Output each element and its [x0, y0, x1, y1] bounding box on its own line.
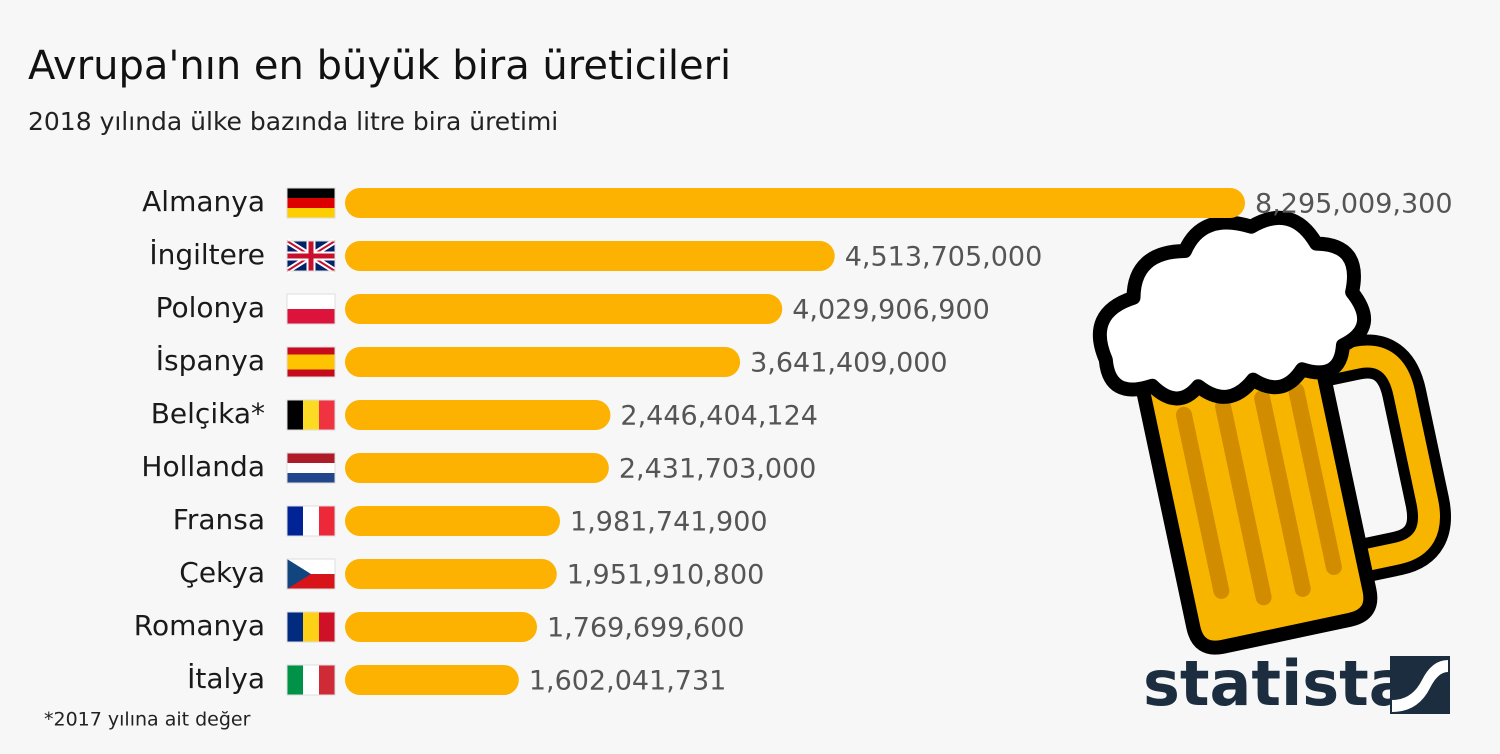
flag-stripe — [287, 665, 304, 695]
flag — [286, 293, 336, 325]
bar — [345, 665, 519, 695]
chart-title: Avrupa'nın en büyük bira üreticileri — [28, 43, 731, 89]
chart-subtitle: 2018 yılında ülke bazında litre bira üre… — [28, 107, 558, 136]
flag-cross — [287, 241, 335, 271]
category-label: İtalya — [187, 662, 265, 695]
flag-stripe — [287, 369, 335, 378]
flag — [286, 187, 336, 219]
category-label: Hollanda — [141, 450, 265, 483]
flag-stripe — [287, 463, 335, 474]
flag-stripe — [287, 208, 335, 219]
flag — [286, 558, 336, 590]
value-label: 4,513,705,000 — [845, 242, 1043, 273]
flag-stripe — [287, 453, 335, 464]
category-label: İngiltere — [149, 238, 265, 271]
flag-stripe — [287, 354, 335, 363]
bar — [345, 506, 561, 536]
flag-stripe — [287, 400, 304, 430]
category-label: Çekya — [179, 556, 265, 589]
flag-stripe — [319, 612, 336, 642]
flag-stripe — [287, 362, 335, 370]
flag-border — [286, 293, 336, 325]
flag-stripe — [303, 612, 320, 642]
logo-text: statista — [1143, 647, 1411, 720]
flag-stripe — [303, 400, 320, 430]
flag-stripe — [287, 309, 335, 325]
flag — [286, 664, 336, 696]
value-label: 2,431,703,000 — [619, 454, 817, 485]
value-label: 3,641,409,000 — [750, 348, 948, 379]
bar — [345, 612, 538, 642]
flag-stripe — [287, 612, 304, 642]
flag-stripe — [303, 665, 320, 695]
flag — [286, 505, 336, 537]
flag-stripe — [303, 506, 320, 536]
value-label: 4,029,906,900 — [792, 295, 990, 326]
category-label: Romanya — [134, 609, 265, 642]
value-label: 1,602,041,731 — [529, 666, 727, 697]
category-label: Fransa — [173, 503, 265, 536]
flag — [286, 452, 336, 484]
footnote: *2017 yılına ait değer — [44, 709, 251, 731]
flag-stripe — [319, 506, 336, 536]
flag-stripe — [287, 506, 304, 536]
flag-triangle — [287, 559, 311, 589]
category-label: İspanya — [156, 344, 265, 377]
flag-stripe — [319, 665, 336, 695]
bar — [345, 294, 783, 324]
flag-border — [286, 505, 336, 537]
beer-mug — [1092, 210, 1451, 655]
bar — [345, 241, 835, 271]
flag-border — [286, 611, 336, 643]
category-label: Almanya — [142, 185, 265, 218]
bar — [345, 400, 611, 430]
flag-border — [286, 187, 336, 219]
flag — [286, 399, 336, 431]
value-label: 1,951,910,800 — [567, 560, 765, 591]
flag-border — [286, 452, 336, 484]
flag — [286, 346, 336, 378]
flag-stripe — [287, 188, 335, 199]
flag — [285, 238, 337, 274]
flag-border — [286, 399, 336, 431]
value-label: 1,981,741,900 — [570, 507, 768, 538]
value-label: 8,295,009,300 — [1255, 189, 1453, 220]
flag-stripe — [319, 400, 336, 430]
bar — [345, 188, 1245, 218]
flag-border — [286, 346, 336, 378]
flag — [286, 611, 336, 643]
flag-stripe — [287, 347, 335, 355]
value-label: 1,769,699,600 — [547, 613, 745, 644]
flag-stripe — [287, 294, 335, 310]
flag-stripe — [287, 473, 335, 484]
flag-border — [286, 664, 336, 696]
bar — [345, 347, 741, 377]
category-label: Belçika* — [151, 397, 265, 430]
flag-border — [286, 558, 336, 590]
value-label: 2,446,404,124 — [620, 401, 818, 432]
bar — [345, 453, 609, 483]
flag-border — [286, 240, 336, 272]
bar — [345, 559, 557, 589]
flag-stripe — [287, 198, 335, 209]
logo-icon — [1390, 656, 1450, 714]
category-label: Polonya — [156, 291, 265, 324]
